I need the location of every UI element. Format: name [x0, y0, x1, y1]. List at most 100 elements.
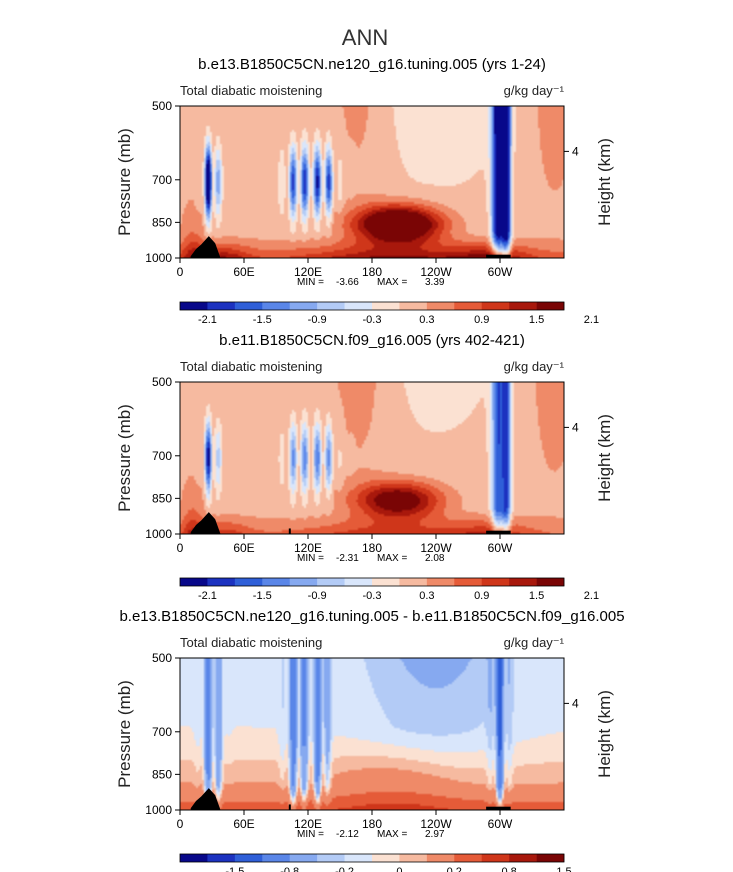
colorbar-label: -0.3 [363, 314, 382, 326]
x-tick-label: 120W [420, 817, 452, 831]
variable-label: Total diabatic moistening [180, 83, 322, 98]
colorbar-label: 0.3 [419, 314, 434, 326]
terrain-africa [190, 512, 221, 534]
min-value: -3.66 [336, 277, 359, 288]
max-label: MAX = [377, 553, 407, 564]
right-tick-label: 4 [572, 420, 579, 434]
colorbar-swatch [289, 302, 318, 310]
max-value: 3.39 [425, 277, 445, 288]
colorbar-swatch [481, 854, 510, 862]
units-label: g/kg day⁻¹ [504, 635, 565, 650]
terrain-africa [190, 788, 221, 810]
min-value: -2.12 [336, 829, 359, 840]
x-tick-label: 120W [420, 265, 452, 279]
colorbar-swatch [344, 302, 373, 310]
panel-3: b.e13.B1850C5CN.ne120_g16.tuning.005 - b… [115, 608, 625, 872]
x-tick-label: 60E [233, 817, 254, 831]
y-tick-label: 1000 [145, 251, 172, 265]
variable-label: Total diabatic moistening [180, 635, 322, 650]
heatmap-field [180, 106, 564, 258]
right-axis-label: Height (km) [595, 690, 614, 778]
x-tick-label: 180 [362, 541, 382, 555]
y-tick-label: 700 [152, 725, 172, 739]
y-axis-label: Pressure (mb) [115, 680, 134, 788]
terrain-africa [190, 236, 221, 258]
colorbar-swatch [509, 854, 537, 862]
colorbar-swatch [234, 578, 263, 586]
colorbar-swatch [317, 578, 345, 586]
terrain-island [288, 804, 291, 810]
figure-title: ANN [342, 25, 388, 50]
panel-title: b.e11.B1850C5CN.f09_g16.005 (yrs 402-421… [219, 332, 525, 349]
x-tick-label: 120W [420, 541, 452, 555]
y-tick-label: 500 [152, 651, 172, 665]
colorbar-swatch [262, 854, 291, 862]
panel-1: b.e13.B1850C5CN.ne120_g16.tuning.005 (yr… [115, 56, 614, 326]
colorbar-label: 0.2 [447, 866, 462, 872]
terrain-andes [486, 806, 511, 810]
colorbar-swatch [262, 578, 291, 586]
y-tick-label: 1000 [145, 527, 172, 541]
x-tick-label: 120E [294, 817, 322, 831]
colorbar-swatch [317, 302, 345, 310]
colorbar-swatch [180, 302, 208, 310]
colorbar-swatch [207, 854, 236, 862]
panel-2: b.e11.B1850C5CN.f09_g16.005 (yrs 402-421… [115, 332, 614, 602]
x-tick-label: 0 [177, 541, 184, 555]
colorbar-swatch [180, 578, 208, 586]
y-tick-label: 700 [152, 449, 172, 463]
x-tick-label: 60W [488, 265, 513, 279]
colorbar-swatch [344, 854, 373, 862]
colorbar-swatch [289, 854, 318, 862]
colorbar-swatch [481, 302, 510, 310]
x-tick-label: 60W [488, 541, 513, 555]
terrain-andes [486, 530, 511, 534]
colorbar-swatch [234, 302, 263, 310]
colorbar-label: 1.5 [556, 866, 571, 872]
colorbar-label: 1.5 [529, 314, 544, 326]
colorbar-swatch [399, 578, 428, 586]
y-axis-label: Pressure (mb) [115, 128, 134, 236]
colorbar-swatch [426, 578, 455, 586]
colorbar-swatch [454, 854, 483, 862]
y-axis-label: Pressure (mb) [115, 404, 134, 512]
colorbar-label: -0.9 [308, 590, 327, 602]
x-tick-label: 120E [294, 265, 322, 279]
colorbar-swatch [207, 578, 236, 586]
colorbar-swatch [426, 854, 455, 862]
colorbar-label: -1.5 [253, 590, 272, 602]
colorbar-label: 2.1 [584, 590, 599, 602]
x-tick-label: 60W [488, 817, 513, 831]
colorbar-label: 0 [396, 866, 402, 872]
colorbar-swatch [454, 302, 483, 310]
y-tick-label: 850 [152, 215, 172, 229]
colorbar-label: -1.5 [253, 314, 272, 326]
colorbar-swatch [344, 578, 373, 586]
x-tick-label: 60E [233, 541, 254, 555]
colorbar-label: -2.1 [198, 590, 217, 602]
heatmap-field [180, 382, 564, 534]
terrain-island [288, 528, 291, 534]
colorbar-label: 0.9 [474, 314, 489, 326]
colorbar-swatch [509, 578, 537, 586]
colorbar-swatch [454, 578, 483, 586]
right-tick-label: 4 [572, 144, 579, 158]
colorbar-swatch [481, 578, 510, 586]
y-tick-label: 700 [152, 173, 172, 187]
variable-label: Total diabatic moistening [180, 359, 322, 374]
colorbar-label: -0.2 [335, 866, 354, 872]
colorbar-swatch [207, 302, 236, 310]
right-axis-label: Height (km) [595, 414, 614, 502]
colorbar-label: -0.9 [308, 314, 327, 326]
colorbar-label: -1.5 [225, 866, 244, 872]
colorbar-swatch [399, 302, 428, 310]
colorbar-label: -2.1 [198, 314, 217, 326]
min-value: -2.31 [336, 553, 359, 564]
colorbar-swatch [536, 302, 565, 310]
panel-title: b.e13.B1850C5CN.ne120_g16.tuning.005 (yr… [198, 56, 546, 73]
colorbar-swatch [180, 854, 208, 862]
colorbar-label: 2.1 [584, 314, 599, 326]
colorbar-swatch [262, 302, 291, 310]
max-value: 2.97 [425, 829, 445, 840]
x-tick-label: 180 [362, 817, 382, 831]
